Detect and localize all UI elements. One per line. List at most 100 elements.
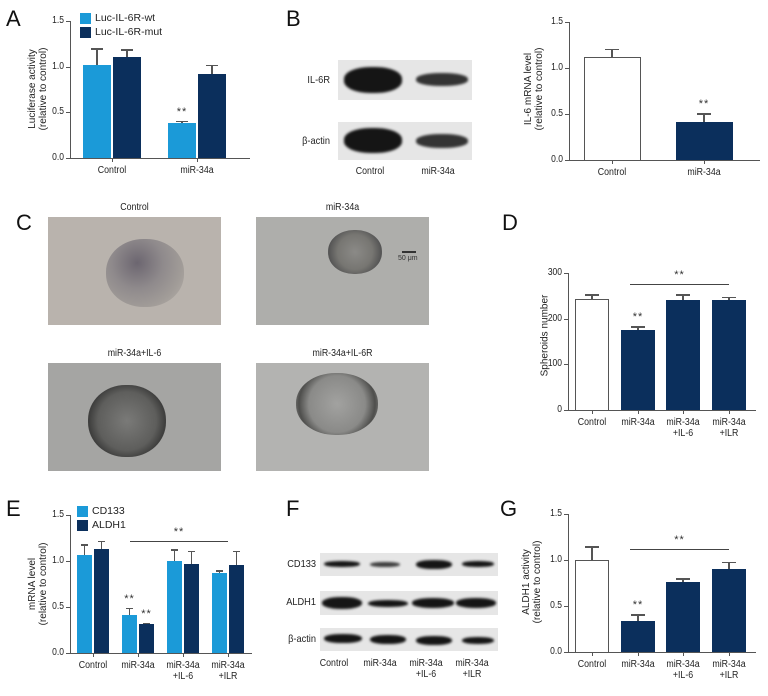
error-bar [190,550,193,564]
bar [94,549,109,653]
error-bar [611,48,613,57]
y-tick-label: 0.0 [52,152,64,163]
y-axis-label: ALDH1 activity (relative to control) [521,540,543,624]
y-tick [66,607,70,608]
blot-f-row-label: β-actin [288,633,316,645]
error-bar-cap [676,294,690,296]
blot-strip-il6r [338,60,472,100]
error-bar-cap [216,570,223,572]
y-tick [66,21,70,22]
y-axis [569,22,570,161]
micro-title-mir34a: miR-34a [325,202,360,213]
bar [621,620,655,652]
panel-letter-b: B [286,6,301,31]
error-bar-cap [98,540,105,543]
y-tick [565,114,569,115]
y-axis-label: IL-6 mRNA level (relative to control) [523,47,545,131]
error-bar-cap [171,549,178,551]
x-tick [93,653,94,657]
x-axis [568,652,756,653]
y-tick-label: 0.0 [551,154,563,165]
spheroid-cluster [106,239,184,307]
y-tick-label: 1.0 [550,554,562,565]
x-axis [568,410,756,411]
x-tick [183,653,184,657]
x-category-label: Control [577,659,607,670]
error-bar-cap [631,326,645,328]
blot-b-lane-label: miR-34a [421,166,455,177]
significance-bracket [130,541,228,542]
spheroid-cluster [296,373,378,435]
scale-bar [402,251,416,253]
legend-item: Luc-IL-6R-mut [80,26,162,38]
bar [229,564,244,653]
blot-band [412,598,454,608]
bar [666,582,700,652]
error-bar-cap [697,113,711,115]
bar [167,561,182,653]
y-tick [564,273,568,274]
blot-f-lane-label: miR-34a [363,658,397,669]
legend-label: Luc-IL-6R-mut [95,26,163,38]
x-category-label: Control [597,167,627,178]
error-bar [682,294,684,301]
error-bar-cap [676,578,690,580]
y-tick [565,160,569,161]
y-tick-label: 1.0 [551,62,563,73]
bar [575,560,609,652]
y-axis [70,21,71,159]
y-tick-label: 1.5 [551,16,563,27]
error-bar-cap [126,607,133,610]
y-axis [568,514,569,653]
x-category-label: miR-34a +ILR [712,659,746,681]
x-tick [612,160,613,164]
blot-band [370,635,406,644]
error-bar [211,64,213,74]
blot-strip-aldh1 [320,591,498,615]
x-category-label: miR-34a +ILR [712,417,746,439]
x-category-label: miR-34a [621,417,655,428]
x-category-label: Control [97,165,127,176]
error-bar [591,546,593,560]
x-tick [729,652,730,656]
error-bar [637,614,639,621]
significance-bracket [630,284,729,285]
bar [666,300,700,410]
y-tick [565,68,569,69]
spheroid-cluster [88,385,166,457]
error-bar [100,540,103,550]
error-bar [728,561,730,570]
bar [168,123,196,158]
x-category-label: miR-34a +IL-6 [666,417,700,439]
y-tick-label: 1.0 [52,555,64,566]
blot-f-lane-label: miR-34a +IL-6 [409,658,443,680]
significance-bracket [630,549,729,550]
error-bar [591,294,593,300]
error-bar [128,607,131,616]
blot-b-lane-label: Control [355,166,385,177]
error-bar [703,113,705,123]
significance-marker: ** [674,269,685,281]
blot-band [416,636,452,645]
x-category-label: miR-34a +IL-6 [666,659,700,681]
significance-marker: ** [632,599,644,612]
spheroid-cluster [328,230,382,274]
error-bar [173,549,176,561]
significance-marker: ** [674,534,685,546]
legend-label: Luc-IL-6R-wt [95,12,156,24]
error-bar [83,544,86,556]
bar [139,623,154,653]
y-tick-label: 100 [547,358,562,370]
blot-band [344,128,402,153]
error-bar-cap [722,561,736,564]
y-tick-label: 0.5 [550,600,562,611]
x-axis [70,653,252,654]
panel-letter-e: E [6,496,21,521]
bar [212,572,227,653]
blot-band [324,634,362,643]
micro-image-mir34a-il6r [256,363,429,471]
y-tick [66,653,70,654]
x-category-label: Control [78,660,108,671]
error-bar-cap [585,546,599,548]
error-bar-cap [722,296,736,299]
